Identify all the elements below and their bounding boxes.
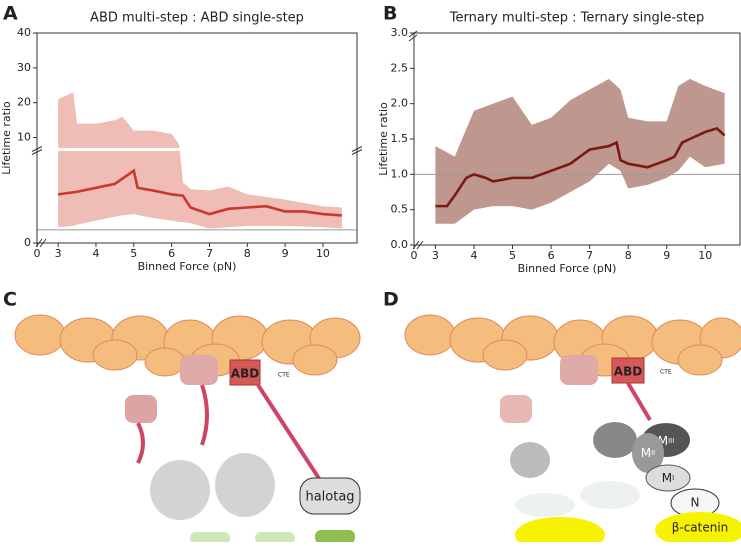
- panel-letter: C: [3, 289, 17, 311]
- halotag-label: halotag: [305, 490, 354, 505]
- x-tick-label: 3: [432, 249, 439, 262]
- x-tick-label: 10: [316, 247, 330, 260]
- x-tick-label: 6: [548, 249, 555, 262]
- m-sub: II: [651, 449, 655, 457]
- m-sub: III: [668, 437, 674, 445]
- y-tick-label: 10: [17, 131, 31, 144]
- diagram-c: ABD CTE halotag: [14, 314, 361, 544]
- x-tick-label: 5: [130, 247, 137, 260]
- x-tick-label: 9: [663, 249, 670, 262]
- chart-title: Ternary multi-step : Ternary single-step: [449, 11, 704, 26]
- x-tick-label: 10: [698, 249, 712, 262]
- m-base: M: [658, 434, 668, 448]
- cte-label: CTE: [660, 369, 672, 376]
- y-tick-label: 40: [17, 26, 31, 39]
- y-tick-label: 3.0: [391, 26, 409, 39]
- chart: ABD multi-step : ABD single-step 0 3 4 5 6 7 8 9…: [0, 11, 363, 273]
- y-axis-label: Lifetime ratio: [0, 101, 13, 175]
- panel-letter: A: [3, 3, 18, 25]
- x-tick-label: 0: [34, 247, 41, 260]
- m-base: M: [662, 471, 672, 485]
- x-tick-label: 7: [586, 249, 593, 262]
- catenin-label: β-catenin: [672, 521, 729, 535]
- confidence-band: [435, 78, 725, 224]
- cte-label: CTE: [278, 372, 290, 379]
- panel-letter: D: [383, 289, 399, 311]
- n-label: N: [691, 496, 700, 510]
- x-axis-label: Binned Force (pN): [138, 260, 237, 273]
- x-tick-label: 0: [411, 249, 418, 262]
- axis-break: [31, 146, 363, 155]
- y-tick-label: 2.5: [391, 61, 409, 74]
- median-line: [57, 168, 342, 217]
- x-axis-label: Binned Force (pN): [518, 262, 617, 275]
- panel-letter: B: [383, 3, 397, 25]
- confidence-band: [58, 92, 342, 229]
- m3-label: MIII: [658, 434, 675, 448]
- x-tick-label: 4: [470, 249, 477, 262]
- x-tick-label: 3: [55, 247, 62, 260]
- y-tick-label: 30: [17, 61, 31, 74]
- y-axis-label: Lifetime ratio: [377, 102, 390, 176]
- abd-label: ABD: [231, 367, 259, 381]
- y-tick-label: 20: [17, 96, 31, 109]
- y-tick-label: 2.0: [391, 97, 409, 110]
- x-tick-label: 4: [92, 247, 99, 260]
- y-tick-label: 1.0: [391, 167, 409, 180]
- y-tick-label: 1.5: [391, 132, 409, 145]
- m-base: M: [641, 446, 651, 460]
- x-tick-label: 5: [509, 249, 516, 262]
- m2-label: MII: [641, 446, 656, 460]
- median-line: [435, 126, 726, 208]
- x-tick-label: 9: [282, 247, 289, 260]
- x-tick-label: 8: [244, 247, 251, 260]
- m1-label: MI: [662, 471, 674, 485]
- axis-break: [408, 30, 418, 42]
- x-tick-label: 7: [206, 247, 213, 260]
- chart: Ternary multi-step : Ternary single-step…: [377, 11, 741, 275]
- abd-label: ABD: [614, 365, 642, 379]
- y-tick-label: 0: [24, 236, 31, 249]
- y-tick-label: 0.5: [391, 203, 409, 216]
- m-sub: I: [672, 474, 674, 482]
- x-tick-label: 6: [168, 247, 175, 260]
- y-tick-label: 0.0: [391, 238, 409, 251]
- diagram-d: ABD CTE MIII MII MI N β-catenin: [404, 314, 741, 546]
- chart-title: ABD multi-step : ABD single-step: [90, 11, 304, 26]
- x-tick-label: 8: [625, 249, 632, 262]
- axis-break-gap: [37, 148, 357, 151]
